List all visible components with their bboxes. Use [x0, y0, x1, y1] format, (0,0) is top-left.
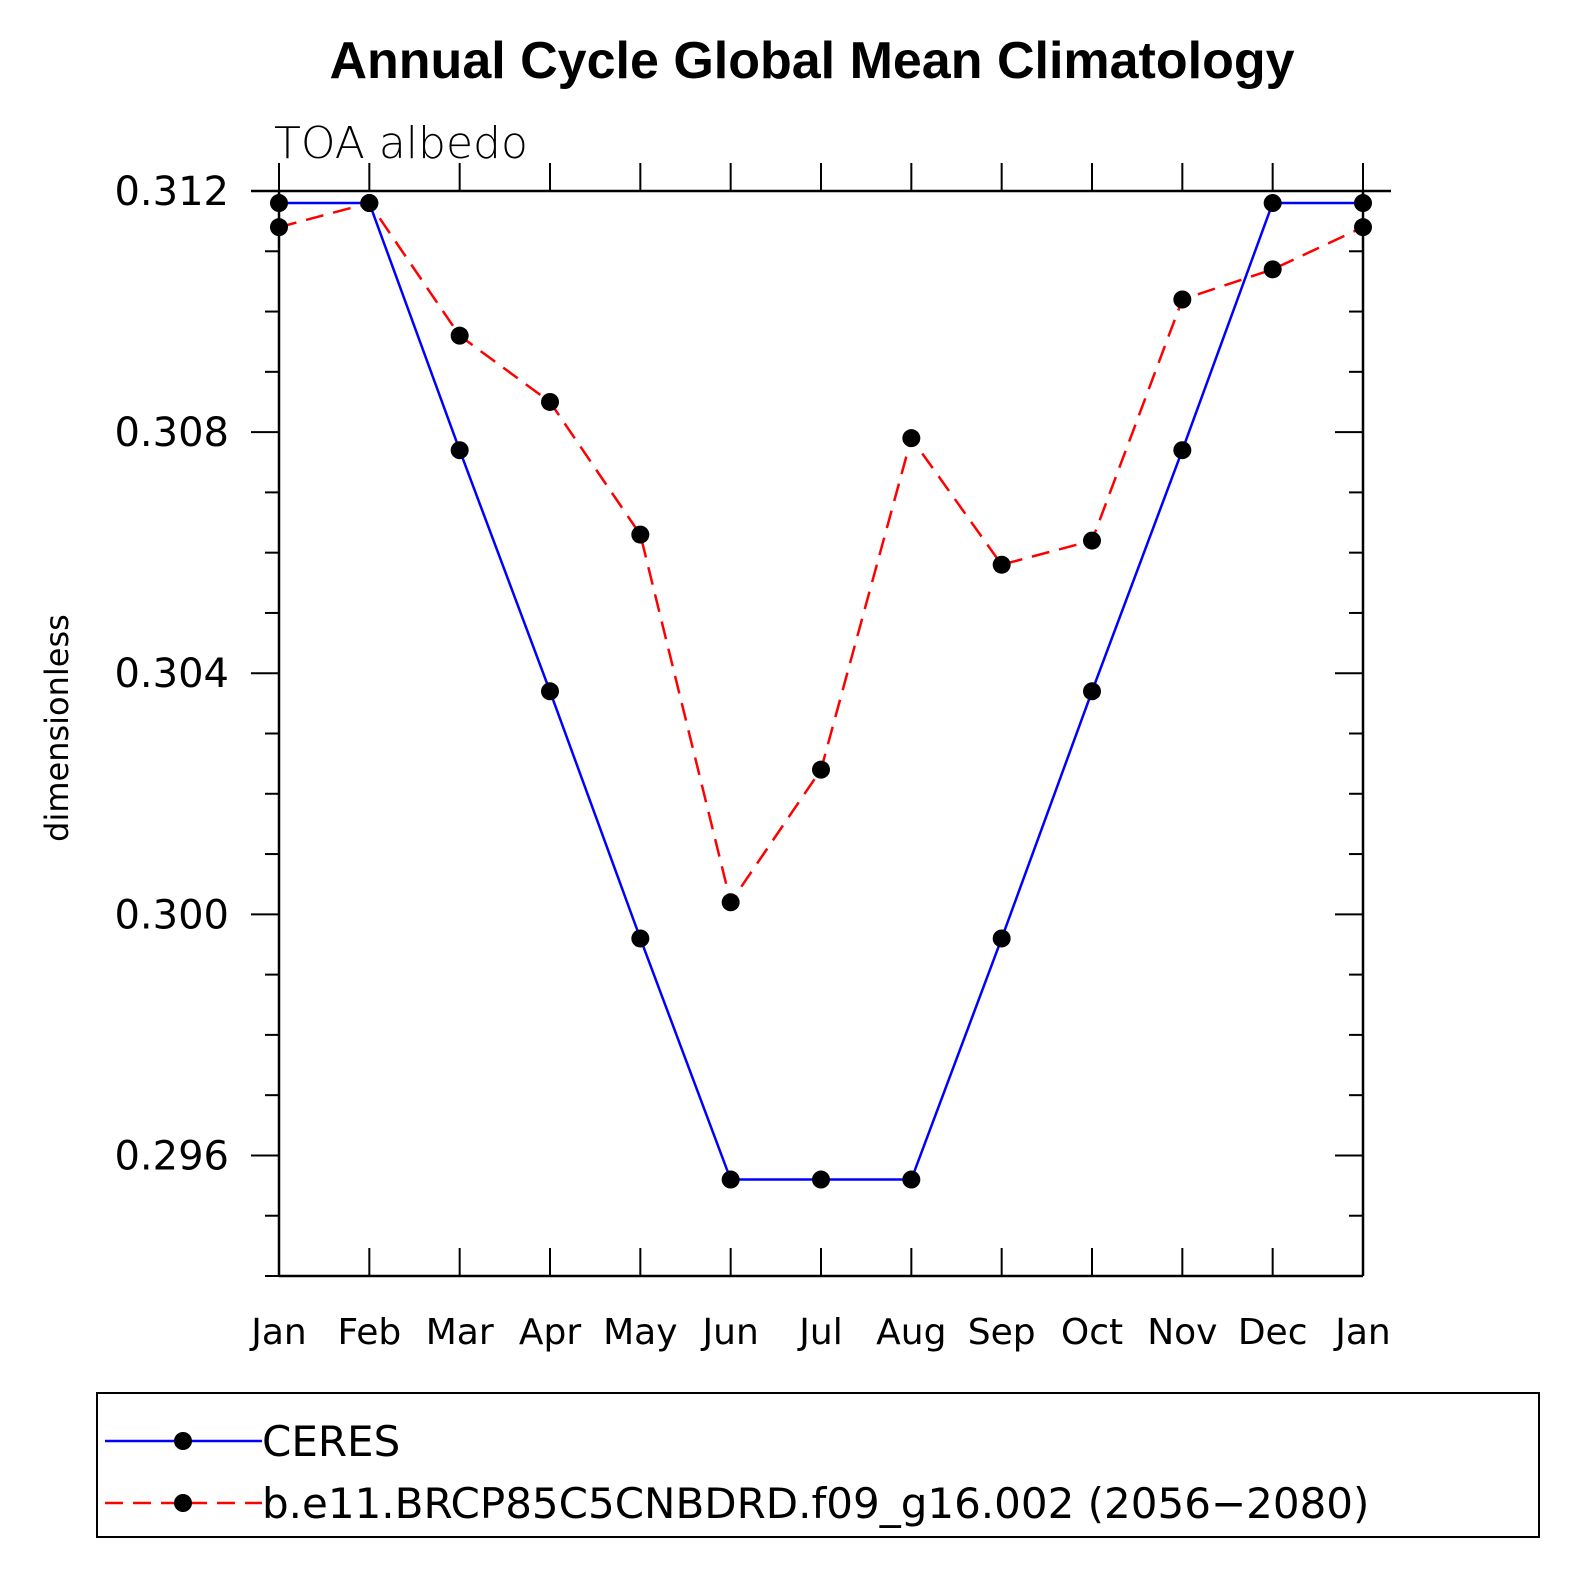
series-point-1 — [631, 525, 650, 544]
x-axis-ticks: Jan Feb Mar Apr May Jun Jul Aug Sep Oct Nov Dec Jan — [249, 163, 1391, 1353]
legend-box — [96, 1392, 1540, 1538]
x-tick-label: Sep — [968, 1312, 1036, 1353]
plot-frame — [251, 189, 1391, 1278]
series-point-0 — [902, 1170, 921, 1189]
y-tick-label: 0.296 — [114, 1133, 229, 1179]
series-point-1 — [1083, 531, 1101, 550]
series-point-1 — [360, 194, 379, 213]
x-tick-label: Jul — [797, 1312, 842, 1353]
y-tick-label: 0.312 — [114, 169, 229, 215]
y-tick-label: 0.300 — [114, 892, 229, 938]
series-point-1 — [1263, 260, 1282, 279]
legend-label-1: b.e11.BRCP85C5CNBDRD.f09_g16.002 (2056−2… — [262, 1479, 1369, 1528]
x-tick-label: Oct — [1061, 1312, 1123, 1353]
x-tick-label: May — [603, 1312, 677, 1353]
series-point-0 — [721, 1170, 740, 1189]
series-point-0 — [992, 929, 1011, 948]
x-tick-label: Mar — [426, 1312, 494, 1353]
series-point-0 — [1083, 682, 1101, 701]
series-point-1 — [721, 893, 740, 912]
series-point-0 — [1263, 194, 1282, 213]
chart-title: Annual Cycle Global Mean Climatology — [329, 32, 1294, 90]
series-point-1 — [270, 218, 288, 237]
y-axis-ticks: 0.296 0.300 0.304 0.308 0.312 — [114, 169, 1363, 1277]
x-tick-label: Jan — [1333, 1312, 1391, 1353]
series-point-1 — [541, 392, 559, 411]
series-point-1 — [812, 760, 830, 779]
series-point-1 — [450, 326, 469, 345]
x-tick-label: Aug — [876, 1312, 946, 1353]
series-point-0 — [1173, 441, 1192, 460]
legend-marker-0 — [174, 1432, 192, 1450]
x-tick-label: Jun — [701, 1312, 759, 1353]
y-tick-label: 0.304 — [114, 651, 229, 697]
series-point-0 — [812, 1170, 830, 1189]
series-line-0 — [279, 201, 1363, 1181]
legend: CERES b.e11.BRCP85C5CNBDRD.f09_g16.002 (2… — [96, 1392, 1540, 1538]
y-axis-label: dimensionless — [38, 614, 76, 842]
legend-marker-1 — [174, 1494, 192, 1512]
x-tick-label: Nov — [1147, 1312, 1217, 1353]
chart-subtitle: TOA albedo — [274, 118, 528, 169]
series-point-0 — [541, 682, 559, 701]
series-point-0 — [450, 441, 469, 460]
series-layer — [270, 194, 1372, 1189]
x-tick-label: Feb — [337, 1312, 401, 1353]
series-point-1 — [992, 555, 1011, 574]
series-point-1 — [1354, 218, 1372, 237]
series-point-1 — [902, 429, 921, 448]
x-tick-label: Jan — [249, 1312, 307, 1353]
series-point-0 — [270, 194, 288, 213]
x-tick-label: Dec — [1238, 1312, 1308, 1353]
series-point-0 — [1354, 194, 1372, 213]
legend-label-0: CERES — [262, 1417, 400, 1466]
series-line-1 — [278, 201, 1364, 906]
series-point-0 — [631, 929, 650, 948]
y-tick-label: 0.308 — [114, 410, 229, 456]
x-tick-label: Apr — [519, 1312, 581, 1353]
series-point-1 — [1173, 290, 1192, 309]
